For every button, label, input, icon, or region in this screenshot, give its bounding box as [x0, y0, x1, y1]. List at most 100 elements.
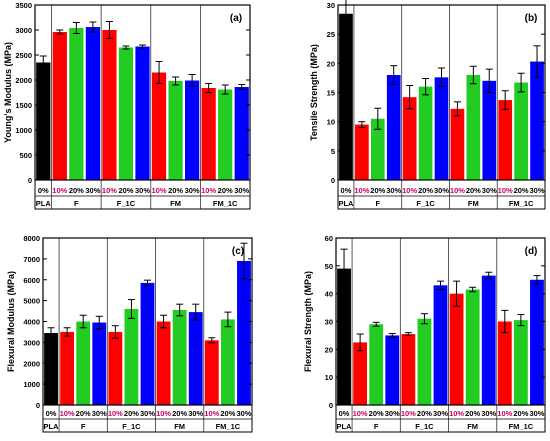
panel-letter: (c) — [232, 246, 244, 257]
y-tick-label: 3000 — [15, 26, 32, 35]
y-tick-label: 1000 — [15, 126, 32, 135]
y-axis-label: Flexural Strength (MPa) — [303, 271, 313, 372]
y-tick-label: 500 — [19, 151, 32, 160]
bar — [417, 318, 432, 405]
group-label: FM_1C — [509, 422, 534, 431]
y-tick-label: 5000 — [23, 297, 40, 306]
group-label: PLA — [338, 199, 354, 208]
bar — [514, 82, 528, 180]
percent-label: 30% — [234, 186, 249, 195]
percent-label: 30% — [529, 409, 544, 418]
bar — [108, 331, 123, 405]
percent-label: 10% — [152, 186, 167, 195]
percent-label: 30% — [482, 186, 497, 195]
bar — [465, 289, 480, 405]
bar — [237, 260, 251, 405]
percent-label: 30% — [140, 409, 155, 418]
y-tick-label: 40 — [325, 290, 333, 299]
percent-label: 20% — [466, 186, 481, 195]
y-tick-label: 2000 — [23, 359, 40, 368]
percent-label: 20% — [218, 186, 233, 195]
percent-label: 10% — [449, 409, 464, 418]
percent-label: 30% — [185, 186, 200, 195]
group-label: PLA — [337, 422, 353, 431]
y-tick-label: 10 — [325, 373, 333, 382]
percent-label: 10% — [354, 186, 369, 195]
panel-letter: (b) — [525, 13, 538, 24]
bar — [433, 285, 448, 405]
bar — [85, 27, 100, 180]
group-label: PLA — [44, 422, 60, 431]
percent-label: 30% — [92, 409, 107, 418]
y-tick-label: 2000 — [15, 76, 32, 85]
panel-letter: (a) — [230, 13, 242, 24]
bar — [69, 28, 84, 180]
bar — [401, 334, 416, 405]
y-tick-label: 0 — [36, 401, 40, 410]
y-tick-label: 0 — [329, 401, 333, 410]
bar — [118, 47, 134, 180]
bar — [36, 62, 51, 180]
group-label: FM_1C — [509, 199, 534, 208]
percent-label: 20% — [514, 186, 529, 195]
percent-label: 30% — [433, 409, 448, 418]
percent-label: 30% — [434, 186, 449, 195]
percent-label: 10% — [204, 409, 219, 418]
group-label: FM — [170, 199, 181, 208]
y-tick-label: 4000 — [23, 318, 40, 327]
bar — [76, 321, 91, 405]
category-table — [34, 179, 251, 210]
y-tick-label: 8000 — [23, 234, 40, 243]
percent-label: 20% — [172, 409, 187, 418]
bar — [530, 61, 544, 181]
percent-label: 0% — [38, 186, 49, 195]
y-tick-label: 3500 — [15, 1, 32, 10]
percent-label: 0% — [46, 409, 57, 418]
percent-label: 30% — [481, 409, 496, 418]
bar — [481, 275, 496, 405]
percent-label: 10% — [498, 186, 513, 195]
bar — [218, 89, 233, 180]
bar — [355, 124, 369, 180]
group-label: F_1C — [117, 199, 136, 208]
group-label: F_1C — [415, 422, 434, 431]
bar — [185, 80, 200, 180]
percent-label: 10% — [52, 186, 67, 195]
percent-label: 20% — [124, 409, 139, 418]
group-label: FM — [467, 422, 478, 431]
percent-label: 30% — [530, 186, 545, 195]
y-tick-label: 30 — [327, 1, 335, 10]
y-axis-label: Flexural Modulus (MPa) — [6, 271, 16, 372]
y-tick-label: 10 — [327, 118, 335, 127]
bar — [385, 335, 400, 405]
bar — [370, 118, 385, 180]
percent-label: 10% — [60, 409, 75, 418]
percent-label: 20% — [418, 186, 433, 195]
y-tick-label: 0 — [28, 176, 32, 185]
percent-label: 10% — [401, 409, 416, 418]
bar — [188, 312, 203, 405]
category-table — [42, 404, 253, 433]
bar — [369, 324, 384, 405]
percent-label: 10% — [450, 186, 465, 195]
y-tick-label: 1000 — [23, 380, 40, 389]
percent-label: 30% — [236, 409, 251, 418]
group-label: F — [74, 199, 79, 208]
bar — [530, 279, 544, 405]
bar — [156, 321, 171, 405]
percent-label: 20% — [370, 186, 385, 195]
percent-label: 20% — [417, 409, 432, 418]
group-label: FM — [174, 422, 185, 431]
percent-label: 0% — [339, 409, 350, 418]
group-label: FM_1C — [213, 199, 238, 208]
percent-label: 20% — [69, 186, 84, 195]
percent-label: 20% — [369, 409, 384, 418]
bar — [151, 72, 167, 180]
group-label: PLA — [36, 199, 52, 208]
bar — [497, 321, 512, 405]
group-label: FM_1C — [216, 422, 241, 431]
bar — [234, 87, 249, 180]
